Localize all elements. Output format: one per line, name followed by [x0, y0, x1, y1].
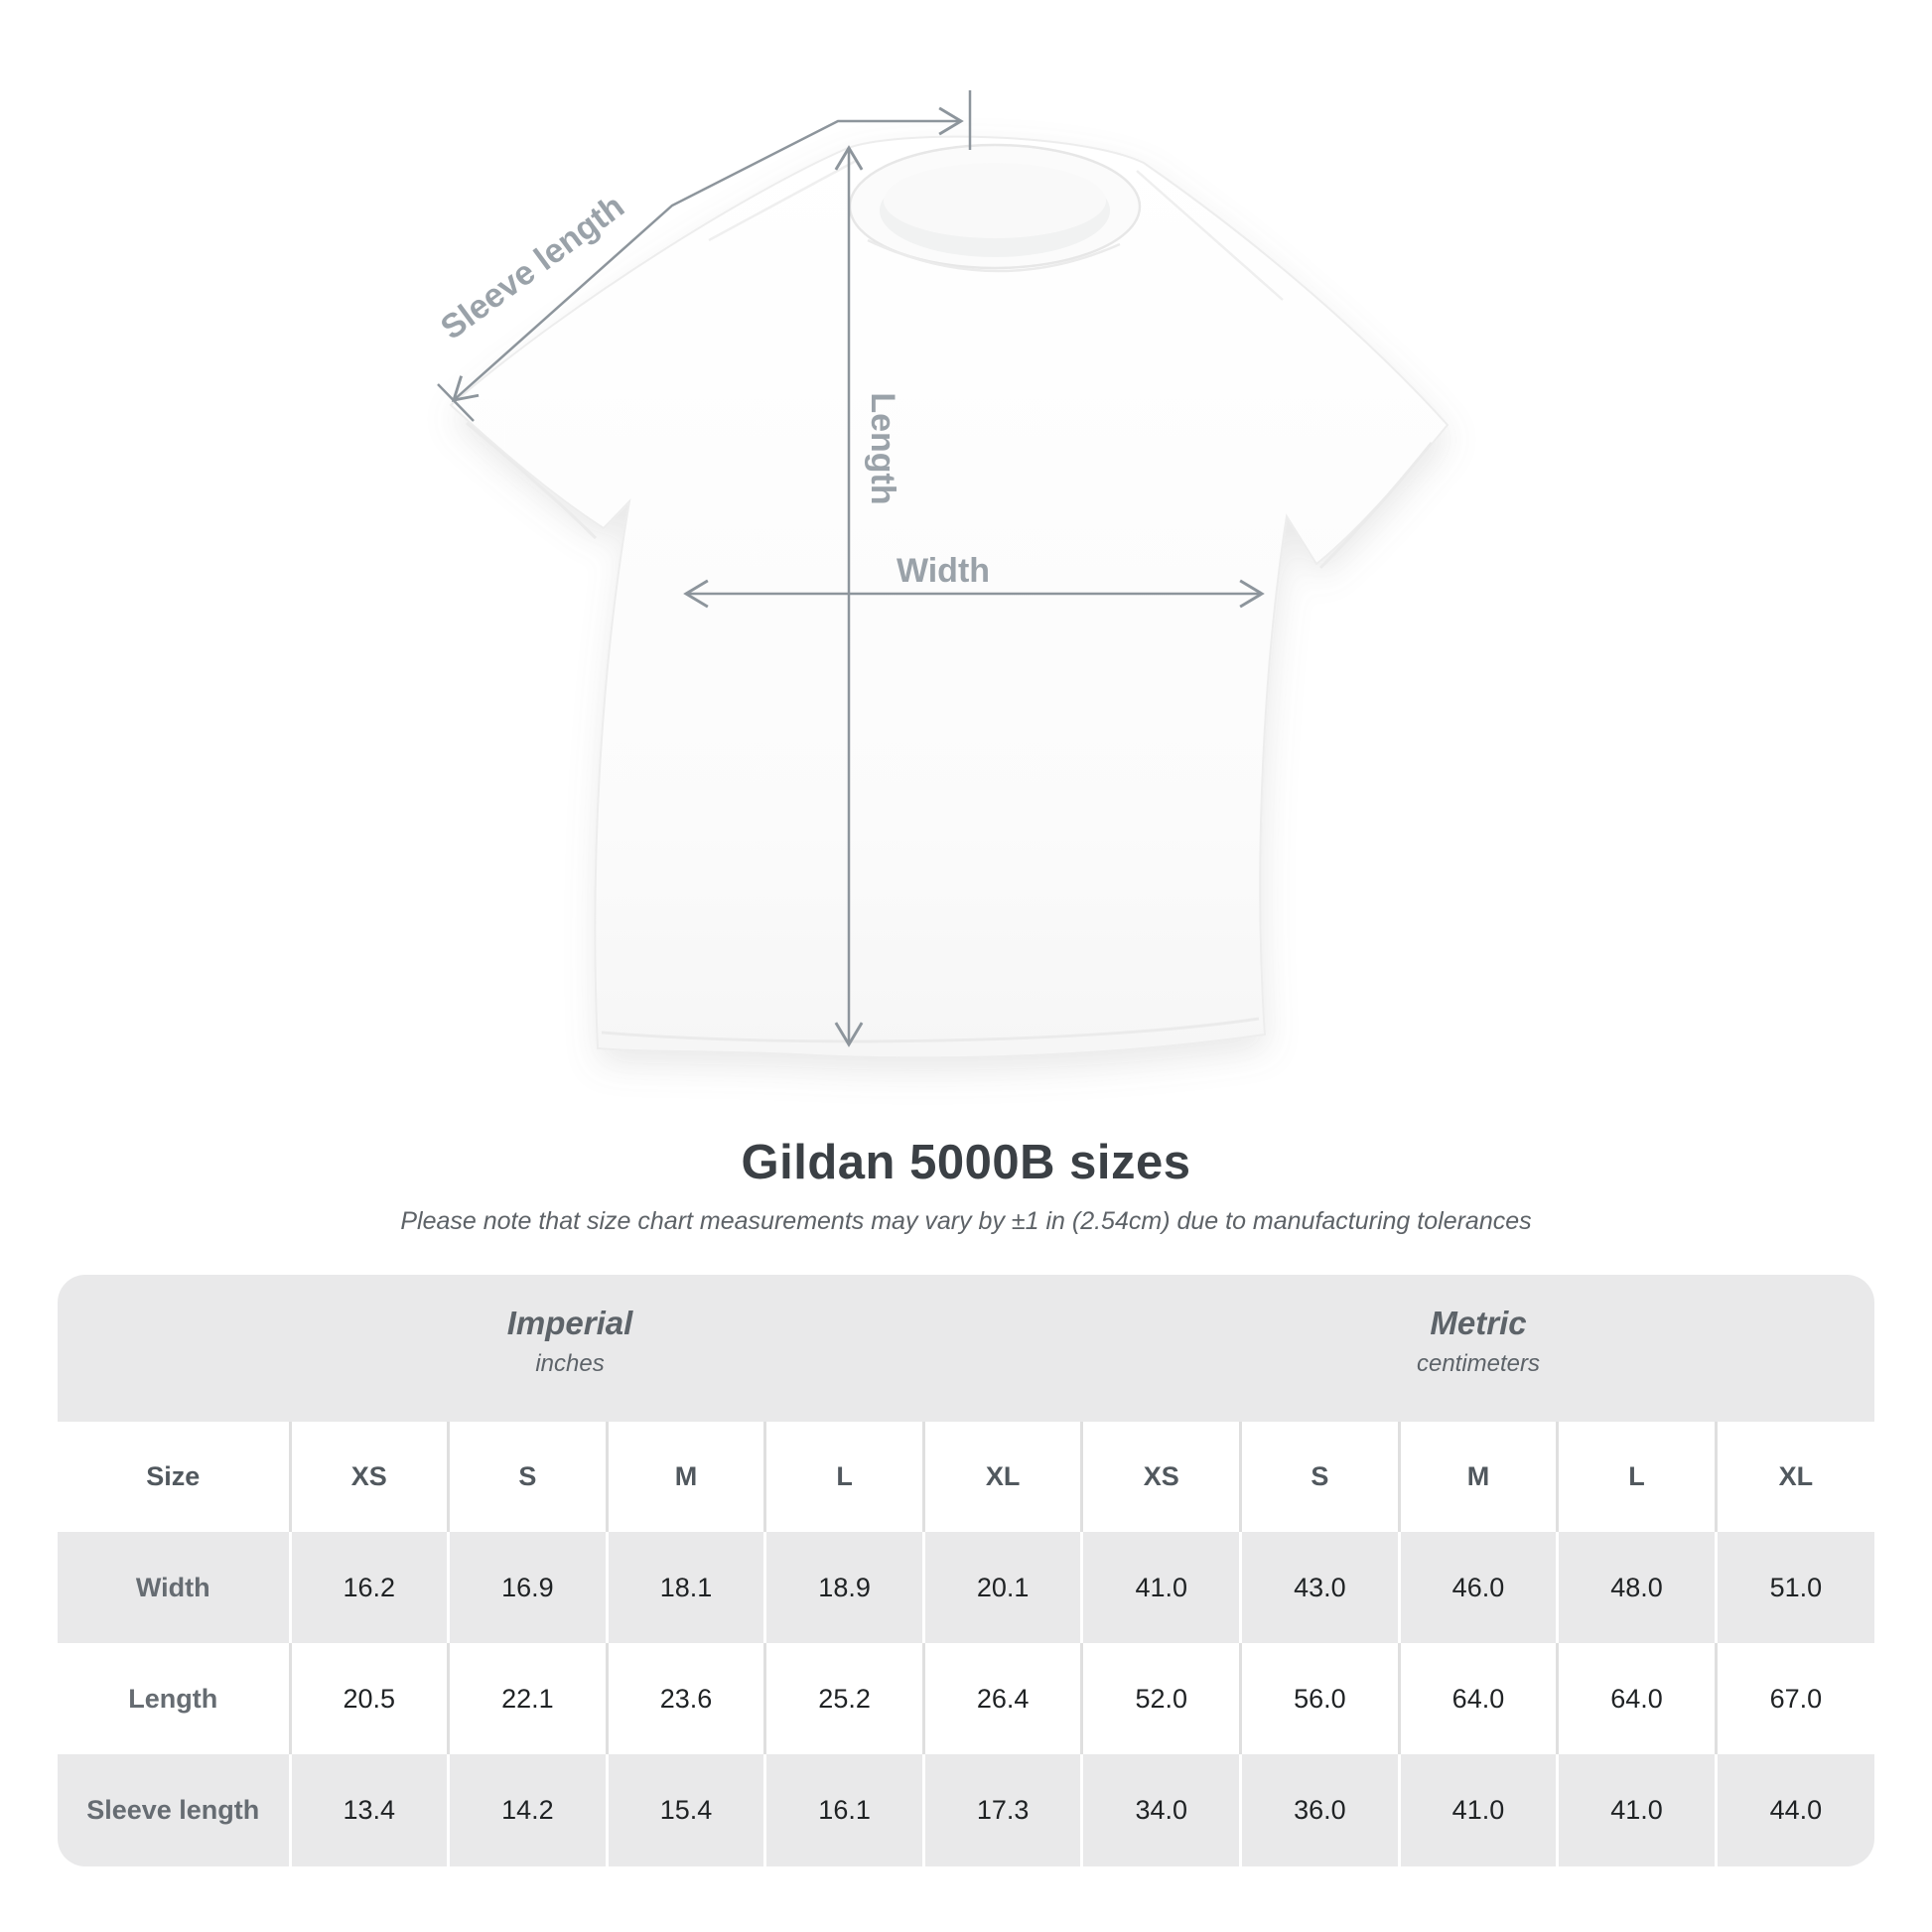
- length-imperial-xs: 20.5: [288, 1643, 449, 1754]
- width-imperial-s: 16.9: [447, 1532, 608, 1643]
- unit-group-metric: Metric centimeters: [1082, 1275, 1874, 1422]
- tshirt-body: [449, 135, 1449, 1059]
- length-imperial-xl: 26.4: [921, 1643, 1082, 1754]
- sleeve-metric-xs: 34.0: [1080, 1754, 1241, 1866]
- tshirt-measurement-diagram: Sleeve length Length Width: [434, 90, 1449, 1059]
- sleeve-metric-xl: 44.0: [1714, 1754, 1874, 1866]
- length-label: Length: [864, 392, 901, 504]
- sleeve-imperial-s: 14.2: [447, 1754, 608, 1866]
- row-label-length: Length: [128, 1683, 218, 1714]
- size-header-imperial-xs: XS: [288, 1422, 449, 1532]
- size-header-imperial-xl: XL: [921, 1422, 1082, 1532]
- size-measurements-table: Size XS S M L XL XS S M L XL Width 16.2 …: [58, 1422, 1874, 1866]
- size-header-metric-s: S: [1239, 1422, 1400, 1532]
- tshirt-illustration: [449, 135, 1449, 1059]
- bottom-hem-seam: [601, 1017, 1260, 1043]
- length-metric-xs: 52.0: [1080, 1643, 1241, 1754]
- length-imperial-s: 22.1: [447, 1643, 608, 1754]
- length-metric-m: 64.0: [1397, 1643, 1558, 1754]
- size-header-imperial-m: M: [605, 1422, 765, 1532]
- size-header-metric-xl: XL: [1714, 1422, 1874, 1532]
- right-cuff-seam: [1318, 442, 1434, 570]
- sleeve-metric-s: 36.0: [1239, 1754, 1400, 1866]
- collar-inner-back: [884, 163, 1106, 238]
- size-header-metric-l: L: [1556, 1422, 1717, 1532]
- width-metric-l: 48.0: [1556, 1532, 1717, 1643]
- sleeve-imperial-xs: 13.4: [288, 1754, 449, 1866]
- right-shoulder-seam: [1136, 170, 1284, 301]
- sleeve-metric-m: 41.0: [1397, 1754, 1558, 1866]
- sleeve-imperial-l: 16.1: [763, 1754, 924, 1866]
- sleeve-length-dimension-line: [451, 106, 964, 402]
- length-metric-xl: 67.0: [1714, 1643, 1874, 1754]
- width-imperial-l: 18.9: [763, 1532, 924, 1643]
- length-imperial-l: 25.2: [763, 1643, 924, 1754]
- metric-label: Metric: [1430, 1305, 1527, 1341]
- table-row-width: Width 16.2 16.9 18.1 18.9 20.1 41.0 43.0…: [58, 1532, 1874, 1643]
- table-row-length: Length 20.5 22.1 23.6 25.2 26.4 52.0 56.…: [58, 1643, 1874, 1754]
- width-imperial-m: 18.1: [605, 1532, 765, 1643]
- imperial-unit-label: inches: [535, 1350, 605, 1377]
- metric-unit-label: centimeters: [1416, 1350, 1541, 1377]
- unit-system-band: Imperial inches Metric centimeters: [58, 1275, 1874, 1422]
- table-header-row: Size XS S M L XL XS S M L XL: [58, 1422, 1874, 1532]
- sleeve-end-tick: [437, 383, 475, 422]
- tolerance-note: Please note that size chart measurements…: [400, 1207, 1532, 1235]
- width-metric-xl: 51.0: [1714, 1532, 1874, 1643]
- width-imperial-xl: 20.1: [921, 1532, 1082, 1643]
- size-header-imperial-s: S: [447, 1422, 608, 1532]
- size-header-metric-m: M: [1397, 1422, 1558, 1532]
- size-table: Imperial inches Metric centimeters Size …: [58, 1275, 1874, 1866]
- width-metric-xs: 41.0: [1080, 1532, 1241, 1643]
- imperial-label: Imperial: [506, 1305, 633, 1341]
- length-metric-s: 56.0: [1239, 1643, 1400, 1754]
- dimension-lines: [437, 90, 1265, 1047]
- size-column-header: Size: [146, 1461, 201, 1491]
- width-metric-m: 46.0: [1397, 1532, 1558, 1643]
- unit-group-imperial: Imperial inches: [58, 1275, 1082, 1422]
- size-header-imperial-l: L: [763, 1422, 924, 1532]
- sleeve-imperial-m: 15.4: [605, 1754, 765, 1866]
- length-metric-l: 64.0: [1556, 1643, 1717, 1754]
- size-header-metric-xs: XS: [1080, 1422, 1241, 1532]
- sleeve-metric-l: 41.0: [1556, 1754, 1717, 1866]
- row-label-width: Width: [135, 1572, 210, 1602]
- table-row-sleeve-length: Sleeve length 13.4 14.2 15.4 16.1 17.3 3…: [58, 1754, 1874, 1866]
- sleeve-imperial-xl: 17.3: [921, 1754, 1082, 1866]
- left-cuff-seam: [466, 421, 598, 540]
- page-title: Gildan 5000B sizes: [741, 1136, 1191, 1189]
- width-imperial-xs: 16.2: [288, 1532, 449, 1643]
- width-metric-s: 43.0: [1239, 1532, 1400, 1643]
- row-label-sleeve-length: Sleeve length: [86, 1795, 260, 1825]
- width-label: Width: [897, 552, 990, 590]
- length-imperial-m: 23.6: [605, 1643, 765, 1754]
